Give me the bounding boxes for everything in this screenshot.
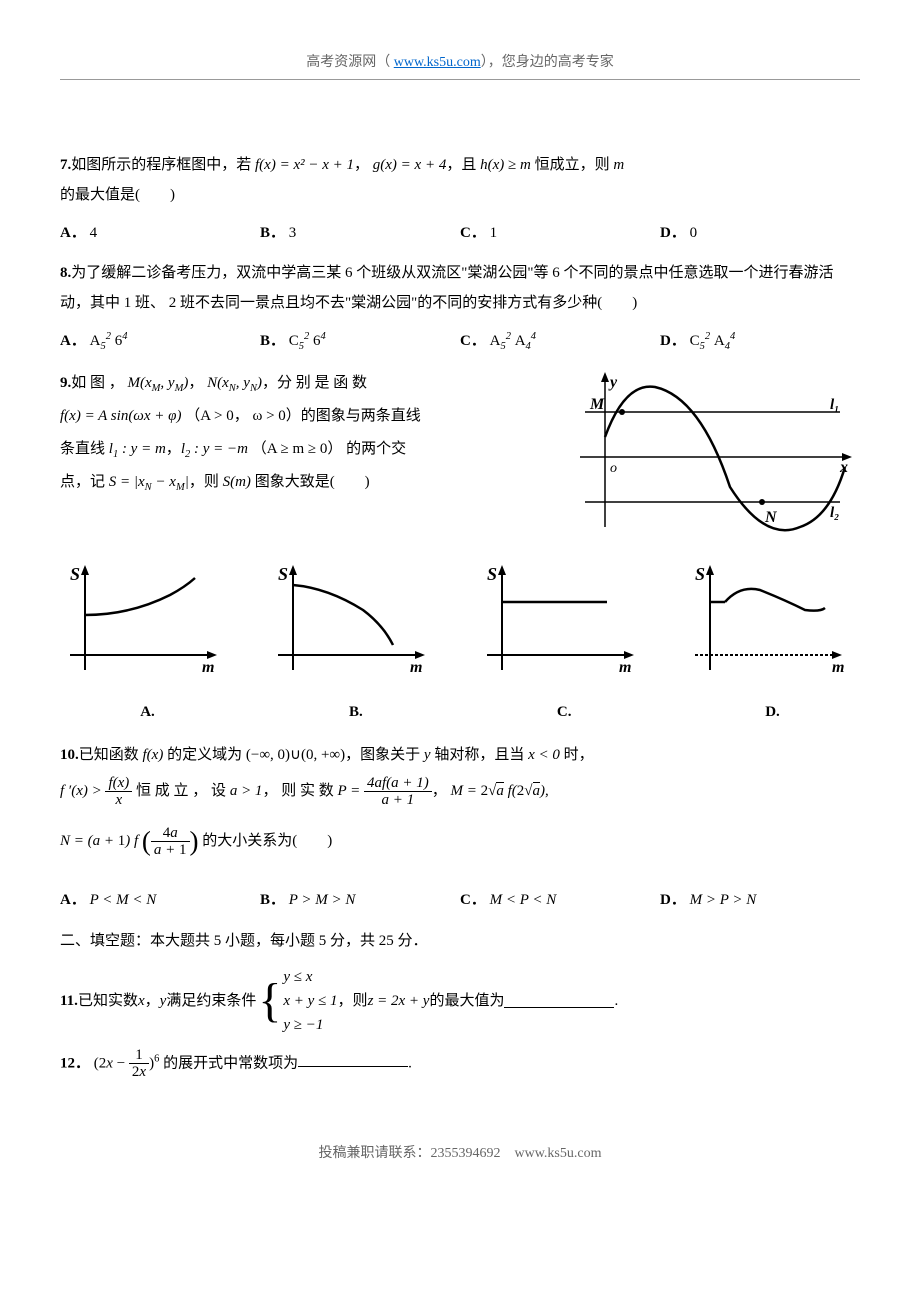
header-suffix: ），您身边的高考专家 (481, 55, 614, 70)
q7-options: A． 4 B． 3 C． 1 D． 0 (60, 218, 860, 248)
svg-text:o: o (610, 461, 617, 476)
q7-opt-d: D． 0 (660, 218, 860, 248)
q7-h-cond: h(x) ≥ m (480, 157, 531, 173)
q10-frac-n: 4aa + 1 (151, 825, 190, 859)
q8-options: A． A52 64 B． C52 64 C． A52 A44 D． C52 A4… (60, 326, 860, 357)
q7-opt-a: A． 4 (60, 218, 260, 248)
q8-opt-c: C． A52 A44 (460, 326, 660, 357)
q12-blank (298, 1052, 408, 1067)
q7-opt-b: B． 3 (260, 218, 460, 248)
q10-options: A． P < M < N B． P > M > N C． M < P < N D… (60, 882, 860, 918)
question-12: 12． (2x − 12x)6 的展开式中常数项为. (60, 1047, 860, 1081)
q7-g-def: g(x) = x + 4 (373, 157, 447, 173)
q7-sep1: ， (354, 157, 373, 173)
q7-text3: 的最大值是( ) (60, 187, 175, 203)
page-footer: 投稿兼职请联系：2355394692 www.ks5u.com (60, 1141, 860, 1166)
svg-text:l₂: l₂ (830, 505, 839, 521)
q12-number: 12． (60, 1055, 90, 1071)
header-link[interactable]: www.ks5u.com (394, 55, 481, 70)
section2-title: 二、填空题：本大题共 5 小题，每小题 5 分，共 25 分． (60, 928, 860, 955)
q11-number: 11. (60, 986, 78, 1016)
q9-option-labels: A. B. C. D. (60, 697, 860, 727)
svg-text:x: x (839, 459, 848, 476)
q10-opt-b: B． P > M > N (260, 882, 460, 918)
svg-text:S: S (695, 564, 705, 584)
q9-option-graphs: S m S m S m (60, 560, 860, 691)
question-7: 7.如图所示的程序框图中，若 f(x) = x² − x + 1， g(x) =… (60, 150, 860, 248)
q12-frac: 12x (129, 1047, 149, 1081)
svg-text:S: S (278, 564, 288, 584)
question-8: 8.为了缓解二诊备考压力，双流中学高三某 6 个班级从双流区"棠湖公园"等 6 … (60, 258, 860, 357)
q8-number: 8. (60, 265, 71, 281)
question-11: 11.已知实数 x， y 满足约束条件 { y ≤ x x + y ≤ 1 y … (60, 965, 860, 1037)
q9-label-a: A. (60, 697, 235, 727)
q10-opt-a: A． P < M < N (60, 882, 260, 918)
q11-blank (504, 993, 614, 1008)
q7-f-def: f(x) = x² − x + 1 (255, 157, 354, 173)
q9-label-b: B. (268, 697, 443, 727)
q8-text: 为了缓解二诊备考压力，双流中学高三某 6 个班级从双流区"棠湖公园"等 6 个不… (60, 265, 834, 311)
q10-number: 10. (60, 747, 79, 763)
q9-text-block: 9.如 图 ， M(xM, yM)， N(xN, yN)，分 别 是 函 数 f… (60, 367, 560, 548)
header-prefix: 高考资源网（ (306, 55, 394, 70)
q8-opt-a: A． A52 64 (60, 326, 260, 357)
q9-label-d: D. (685, 697, 860, 727)
q9-opt-d-graph: S m (685, 560, 860, 691)
svg-text:l₁: l₁ (830, 397, 839, 413)
q10-opt-c: C． M < P < N (460, 882, 660, 918)
q7-m-var: m (613, 157, 624, 173)
svg-text:y: y (608, 374, 618, 391)
svg-text:S: S (70, 564, 80, 584)
q8-opt-b: B． C52 64 (260, 326, 460, 357)
q7-text2: 恒成立，则 (531, 157, 614, 173)
svg-text:N: N (764, 509, 778, 526)
q7-opt-c: C． 1 (460, 218, 660, 248)
q7-number: 7. (60, 157, 71, 173)
svg-text:m: m (619, 659, 631, 676)
q9-opt-c-graph: S m (477, 560, 652, 691)
q8-opt-d: D． C52 A44 (660, 326, 860, 357)
question-9: 9.如 图 ， M(xM, yM)， N(xN, yN)，分 别 是 函 数 f… (60, 367, 860, 727)
q9-opt-b-graph: S m (268, 560, 443, 691)
q10-frac-p: 4af(a + 1)a + 1 (364, 775, 432, 809)
q10-opt-d: D． M > P > N (660, 882, 860, 918)
svg-text:m: m (410, 659, 422, 676)
svg-text:M: M (589, 396, 605, 413)
q9-opt-a-graph: S m (60, 560, 235, 691)
svg-text:S: S (487, 564, 497, 584)
page-header: 高考资源网（ www.ks5u.com），您身边的高考专家 (60, 50, 860, 80)
question-10: 10.已知函数 f(x) 的定义域为 (−∞, 0)∪(0, +∞)，图象关于 … (60, 737, 860, 918)
q9-main-graph: y x M N o l₁ l₂ (570, 367, 860, 548)
q9-number: 9. (60, 375, 71, 391)
q7-text1: 如图所示的程序框图中，若 (71, 157, 255, 173)
svg-text:m: m (202, 659, 214, 676)
q10-frac1: f(x)x (105, 775, 132, 809)
q7-sep2: ，且 (446, 157, 480, 173)
q9-label-c: C. (477, 697, 652, 727)
svg-text:m: m (832, 659, 844, 676)
